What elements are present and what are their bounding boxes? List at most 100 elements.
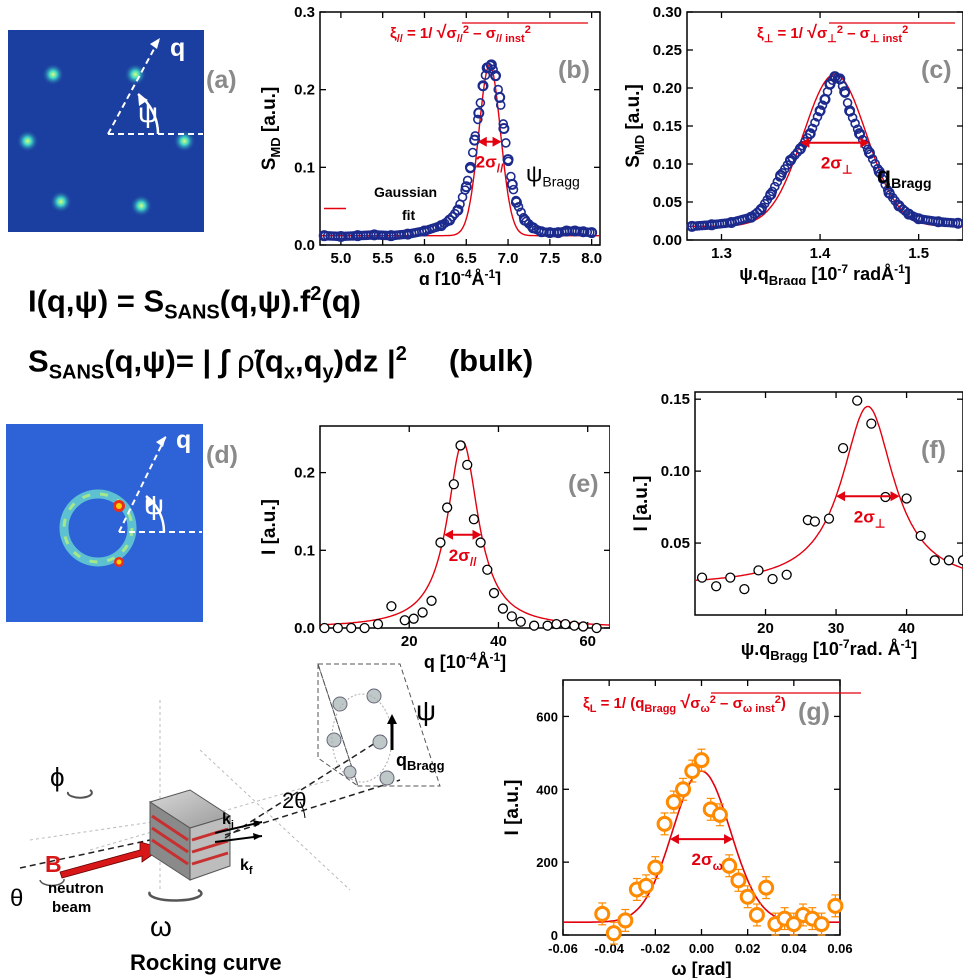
data-point bbox=[953, 218, 963, 229]
width-arrowhead-left bbox=[800, 137, 810, 148]
data-point bbox=[840, 88, 850, 98]
data-point bbox=[696, 572, 708, 583]
data-point bbox=[442, 216, 453, 227]
eq2-k: )dz | bbox=[333, 343, 396, 379]
kf-label: kf bbox=[240, 857, 253, 877]
plot-frame bbox=[319, 11, 601, 246]
ring-highlight bbox=[62, 492, 134, 564]
data-point bbox=[813, 916, 830, 933]
data-point bbox=[772, 176, 783, 187]
y-axis-label: SMD [a.u.] bbox=[623, 84, 647, 168]
data-point bbox=[605, 925, 622, 942]
chart-f: 20 30 40 0.05 0.10 0.15 2σ⊥ ψ.qBragg [10-7rad. … bbox=[631, 391, 963, 663]
ki-label: ki bbox=[222, 811, 234, 831]
width-arrowhead-right bbox=[890, 491, 900, 502]
data-point bbox=[781, 569, 792, 580]
hot-spot-1-core bbox=[116, 503, 122, 509]
width-label: 2σ⊥ bbox=[854, 507, 886, 530]
q-arrowhead-d bbox=[156, 436, 166, 447]
x-tick-label: 0.06 bbox=[827, 941, 852, 956]
magnetic-field-arrow bbox=[59, 841, 163, 879]
eq2-g: (q bbox=[254, 343, 284, 379]
phi-rotation-icon bbox=[66, 789, 93, 799]
data-point bbox=[787, 153, 798, 163]
data-point bbox=[346, 622, 357, 634]
fit-curve bbox=[694, 405, 963, 582]
data-point bbox=[465, 163, 475, 174]
y-tick-label: 0.20 bbox=[653, 80, 682, 97]
data-point bbox=[529, 620, 540, 631]
width-label: 2σ// bbox=[449, 546, 477, 569]
data-point bbox=[467, 147, 478, 158]
x-tick-label: 0.04 bbox=[781, 941, 807, 956]
bragg-spot bbox=[42, 63, 65, 86]
data-point bbox=[408, 613, 419, 624]
panel-label-a: (a) bbox=[206, 66, 237, 94]
omega-rotation-icon bbox=[148, 888, 203, 902]
bragg-spot bbox=[124, 63, 147, 86]
data-point bbox=[790, 150, 800, 160]
x-tick-label: 5.5 bbox=[372, 250, 393, 267]
eq1-c: ) = S bbox=[97, 283, 165, 319]
y-tick-label: 0.15 bbox=[653, 118, 682, 135]
y-tick-label: 0.3 bbox=[294, 4, 315, 21]
data-point bbox=[929, 555, 940, 566]
data-point bbox=[867, 154, 878, 164]
data-point bbox=[785, 916, 802, 933]
y-axis-label: SMD [a.u.] bbox=[259, 87, 283, 171]
q-arrowhead bbox=[150, 38, 160, 49]
x-tick-label: 1.3 bbox=[711, 245, 732, 262]
psi-label-s: ψ bbox=[416, 695, 436, 726]
data-point bbox=[515, 616, 526, 627]
formula: ξL = 1/ (qBragg √σω2 – σω inst2) bbox=[583, 692, 786, 715]
right-label: ψBragg bbox=[526, 160, 580, 189]
data-point bbox=[807, 123, 818, 134]
width-label: 2σ// bbox=[476, 153, 504, 176]
psi-arrowhead-d bbox=[146, 496, 156, 508]
y-axis-label: I [a.u.] bbox=[631, 476, 652, 532]
eq1-a: I(q, bbox=[28, 283, 75, 319]
bragg-spots bbox=[326, 688, 395, 786]
two-theta-arc bbox=[299, 801, 306, 819]
data-point bbox=[585, 227, 595, 238]
data-point bbox=[827, 897, 844, 914]
data-point bbox=[875, 168, 886, 179]
two-theta-label: 2θ bbox=[282, 788, 306, 813]
data-point bbox=[426, 595, 437, 606]
panel-label: (c) bbox=[921, 56, 952, 84]
data-point bbox=[693, 752, 710, 769]
data-point bbox=[506, 178, 518, 190]
psi-label-a: ψ bbox=[138, 97, 158, 128]
data-point bbox=[845, 107, 855, 117]
data-point bbox=[647, 859, 664, 876]
panel-label: (b) bbox=[558, 56, 590, 84]
detector-background bbox=[8, 30, 204, 232]
q-label-d: q bbox=[176, 426, 191, 454]
data-point bbox=[748, 906, 765, 923]
beam-label-1: neutron bbox=[48, 880, 104, 897]
sample-cube bbox=[148, 789, 232, 881]
bragg-spot bbox=[49, 190, 72, 213]
eq2-j: y bbox=[322, 361, 334, 384]
x-tick-label: -0.02 bbox=[641, 941, 671, 956]
data-point bbox=[865, 149, 875, 159]
data-point bbox=[469, 134, 481, 146]
data-point bbox=[852, 124, 863, 135]
y-tick-label: 0.05 bbox=[661, 535, 690, 552]
x-tick-label: 40 bbox=[898, 620, 915, 637]
data-point bbox=[488, 587, 500, 599]
eq2-m: (bulk) bbox=[448, 343, 534, 379]
phi-label: ϕ bbox=[50, 762, 65, 792]
data-point bbox=[455, 440, 466, 451]
data-point bbox=[711, 581, 722, 592]
data-point bbox=[721, 857, 738, 874]
data-point bbox=[792, 147, 803, 158]
x-tick-label: 40 bbox=[490, 633, 507, 650]
equation-2: SSANS(q,ψ)= | ∫ ρ̃(qx,qy)dz |2 (bulk) bbox=[28, 343, 533, 385]
y-tick-label: 200 bbox=[536, 855, 558, 870]
y-tick-label: 0.2 bbox=[294, 465, 315, 482]
data-point bbox=[513, 202, 524, 212]
eq1-d: SANS bbox=[164, 301, 220, 324]
x-tick-label: 6.0 bbox=[414, 250, 435, 267]
